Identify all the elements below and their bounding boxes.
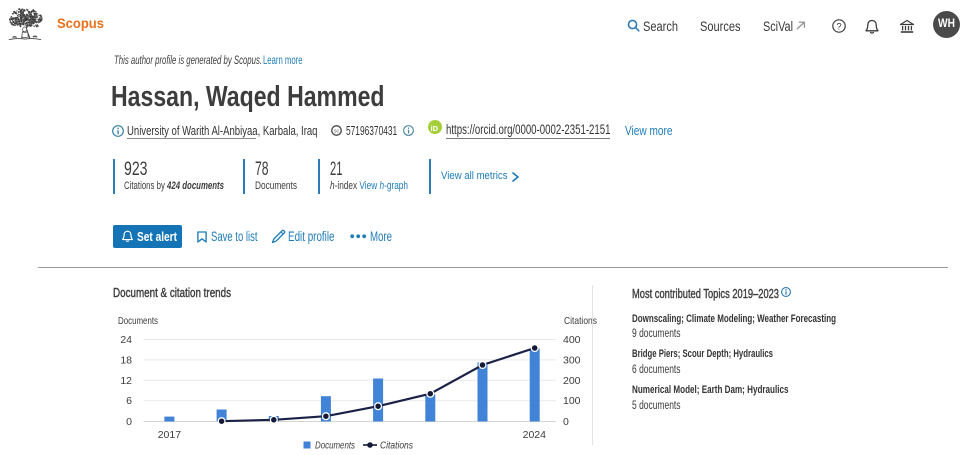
svg-text:2024: 2024 [523,429,547,441]
svg-text:100: 100 [563,395,581,407]
svg-text:Citations: Citations [380,441,413,452]
svg-text:24: 24 [120,334,132,346]
svg-text:2017: 2017 [158,429,182,441]
svg-text:12: 12 [120,375,132,387]
svg-text:Citations: Citations [564,315,597,327]
svg-text:200: 200 [563,375,581,387]
svg-text:Documents: Documents [118,315,158,327]
svg-text:0: 0 [563,416,569,428]
svg-text:0: 0 [126,416,132,428]
svg-text:Documents: Documents [315,441,355,452]
svg-text:sc: sc [333,128,339,134]
svg-text:400: 400 [563,334,581,346]
svg-text:300: 300 [563,354,581,366]
svg-text:6: 6 [126,395,132,407]
svg-text:18: 18 [120,354,132,366]
svg-text:?: ? [836,21,841,32]
